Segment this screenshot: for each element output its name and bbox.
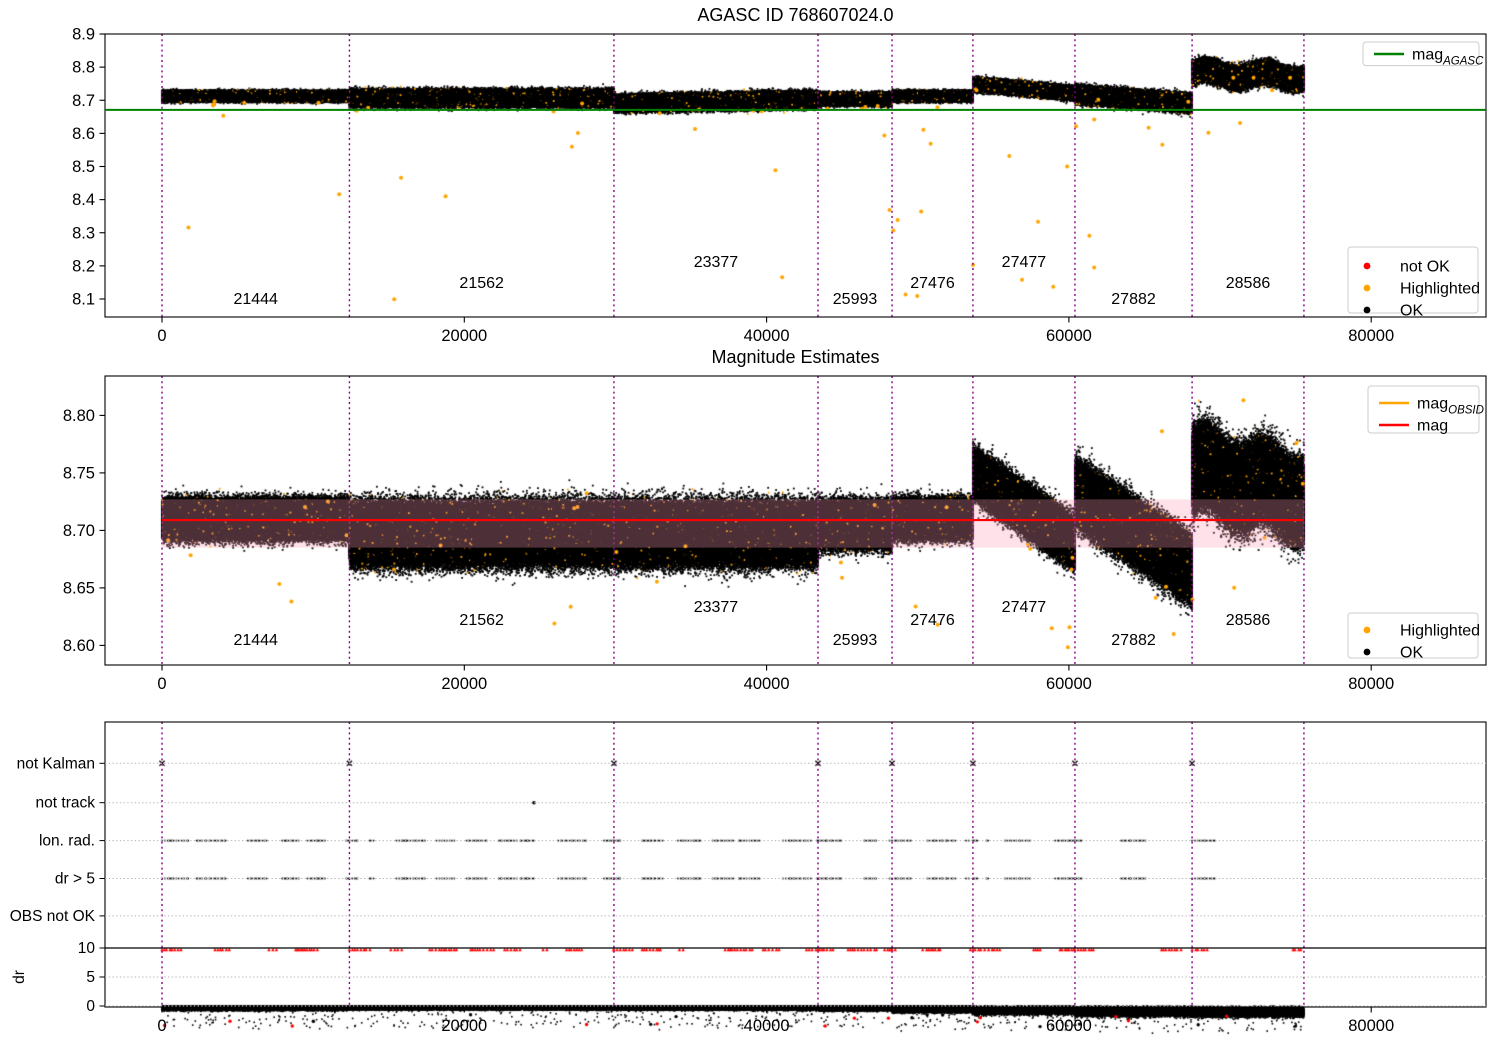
svg-text:28586: 28586 (1226, 275, 1271, 292)
svg-text:40000: 40000 (744, 675, 790, 693)
svg-text:dr: dr (11, 970, 28, 984)
svg-text:27882: 27882 (1111, 291, 1156, 308)
svg-text:8.2: 8.2 (72, 257, 95, 275)
svg-text:80000: 80000 (1348, 675, 1394, 693)
svg-text:Highlighted: Highlighted (1400, 281, 1480, 298)
svg-text:60000: 60000 (1046, 327, 1092, 345)
svg-text:not track: not track (36, 795, 96, 812)
svg-text:8.65: 8.65 (63, 579, 95, 597)
svg-text:21562: 21562 (459, 275, 504, 292)
svg-text:8.5: 8.5 (72, 158, 95, 176)
svg-text:lon. rad.: lon. rad. (39, 833, 95, 850)
svg-text:80000: 80000 (1348, 327, 1394, 345)
svg-text:60000: 60000 (1046, 1017, 1092, 1035)
svg-text:8.75: 8.75 (63, 464, 95, 482)
svg-text:OK: OK (1400, 303, 1423, 320)
svg-text:8.8: 8.8 (72, 59, 95, 77)
svg-text:27882: 27882 (1111, 632, 1156, 649)
svg-text:28586: 28586 (1226, 612, 1271, 629)
svg-text:23377: 23377 (694, 599, 739, 616)
svg-text:10: 10 (78, 940, 96, 957)
svg-text:27477: 27477 (1002, 254, 1047, 271)
svg-text:40000: 40000 (744, 1017, 790, 1035)
svg-text:not OK: not OK (1400, 259, 1450, 276)
svg-text:25993: 25993 (833, 632, 878, 649)
svg-text:27477: 27477 (1002, 599, 1047, 616)
svg-text:21562: 21562 (459, 612, 504, 629)
svg-text:8.1: 8.1 (72, 291, 95, 309)
svg-text:OK: OK (1400, 645, 1423, 662)
svg-text:8.7: 8.7 (72, 92, 95, 110)
svg-text:80000: 80000 (1348, 1017, 1394, 1035)
svg-text:dr > 5: dr > 5 (55, 871, 95, 888)
svg-text:60000: 60000 (1046, 675, 1092, 693)
svg-text:20000: 20000 (441, 327, 487, 345)
svg-text:27476: 27476 (910, 612, 955, 629)
svg-text:8.70: 8.70 (63, 522, 95, 540)
svg-text:mag: mag (1417, 418, 1448, 435)
svg-text:27476: 27476 (910, 275, 955, 292)
svg-text:5: 5 (86, 969, 95, 986)
svg-text:8.3: 8.3 (72, 224, 95, 242)
svg-text:20000: 20000 (441, 1017, 487, 1035)
svg-text:8.4: 8.4 (72, 191, 95, 209)
svg-text:8.60: 8.60 (63, 637, 95, 655)
svg-text:OBS not OK: OBS not OK (10, 908, 96, 925)
svg-text:0: 0 (157, 327, 166, 345)
svg-text:40000: 40000 (744, 327, 790, 345)
svg-text:21444: 21444 (233, 291, 278, 308)
svg-text:AGASC ID 768607024.0: AGASC ID 768607024.0 (697, 5, 893, 25)
svg-text:not Kalman: not Kalman (17, 755, 95, 772)
svg-text:23377: 23377 (694, 254, 739, 271)
svg-text:8.9: 8.9 (72, 26, 95, 44)
svg-text:0: 0 (86, 998, 95, 1015)
svg-text:20000: 20000 (441, 675, 487, 693)
svg-text:Highlighted: Highlighted (1400, 623, 1480, 640)
svg-text:Magnitude Estimates: Magnitude Estimates (711, 347, 879, 367)
svg-text:8.6: 8.6 (72, 125, 95, 143)
svg-text:21444: 21444 (233, 632, 278, 649)
svg-text:0: 0 (157, 675, 166, 693)
svg-text:0: 0 (157, 1017, 166, 1035)
svg-text:8.80: 8.80 (63, 407, 95, 425)
svg-text:25993: 25993 (833, 291, 878, 308)
